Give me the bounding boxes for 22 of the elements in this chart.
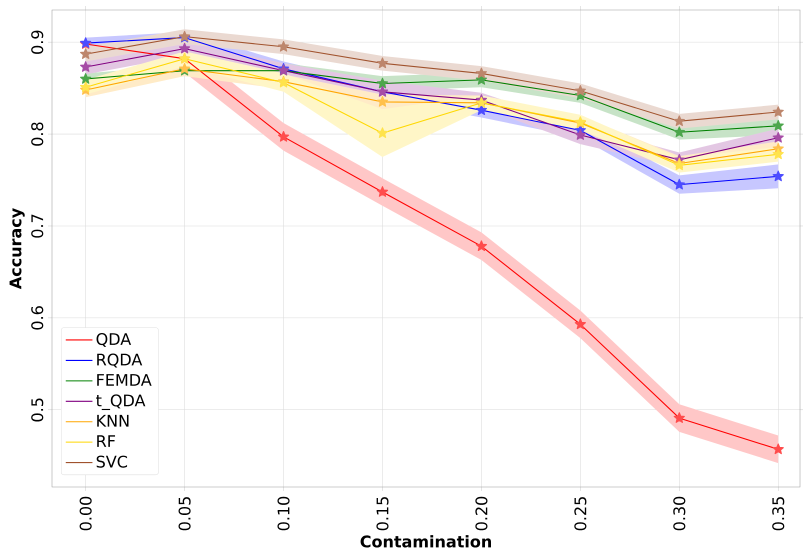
x-axis-title: Contamination: [360, 535, 491, 548]
x-tick-label: 0.30: [673, 496, 686, 530]
x-tick-label: 0.20: [475, 496, 488, 530]
legend-label: t_QDA: [96, 394, 146, 410]
y-axis-title: Accuracy: [10, 208, 25, 290]
y-tick-label: 0.7: [31, 214, 44, 238]
y-tick-label: 0.9: [31, 30, 44, 54]
legend-label: KNN: [97, 414, 128, 427]
legend-label: QDA: [96, 332, 132, 347]
x-tick-label: 0.25: [574, 497, 586, 530]
y-tick-label: 0.8: [31, 122, 44, 146]
x-tick-label: 0.10: [277, 496, 290, 530]
y-tick-label: 0.5: [31, 398, 44, 422]
legend-label: FEMDA: [97, 374, 152, 386]
legend-label: RF: [97, 435, 116, 447]
y-tick-label: 0.6: [31, 306, 44, 330]
legend-label: RQDA: [97, 354, 142, 368]
legend-label: SVC: [96, 456, 128, 468]
x-tick-label: 0.05: [178, 497, 191, 530]
x-tick-label: 0.15: [376, 497, 389, 530]
x-tick-label: 0.00: [80, 496, 92, 530]
x-tick-label: 0.35: [772, 497, 784, 530]
